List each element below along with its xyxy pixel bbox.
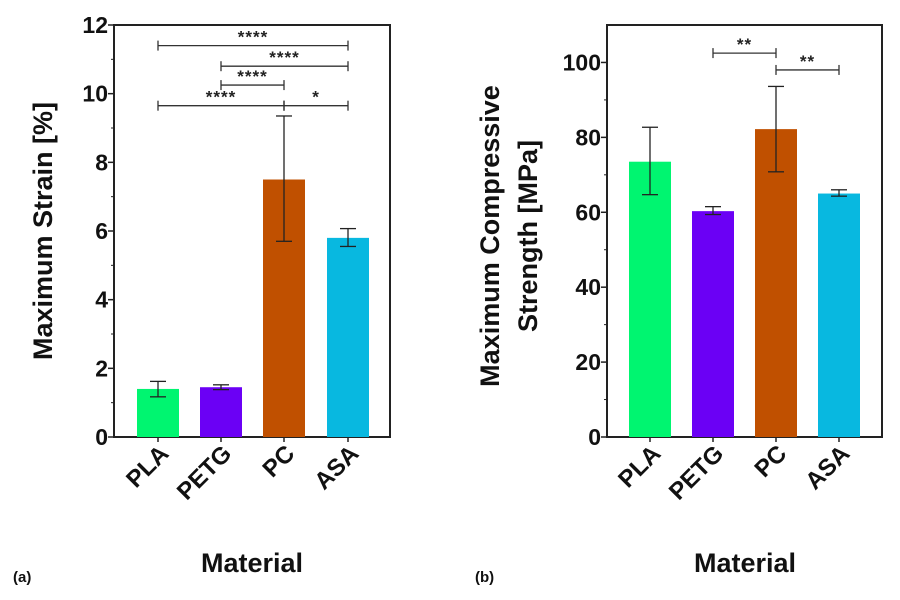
bar-asa — [818, 193, 860, 437]
x-axis-label: Material — [694, 548, 796, 578]
bar-pc — [755, 129, 797, 437]
compressive-strength-chart: Maximum Compressive Strength [MPa] Mater… — [475, 24, 883, 586]
bar-pla — [629, 161, 671, 437]
significance-label: * — [312, 88, 320, 107]
y-axis-label: Maximum Strain [%] — [28, 102, 58, 360]
y-axis-label-line-2: Strength [MPa] — [513, 140, 543, 332]
panel-label: (a) — [13, 569, 31, 586]
y-tick-label: 20 — [575, 349, 601, 375]
y-tick-label: 0 — [95, 424, 108, 450]
plot-frame — [606, 24, 883, 438]
x-tick-label: PC — [750, 440, 793, 483]
panel-label: (b) — [475, 569, 494, 586]
y-axis-label-line-1: Maximum Compressive — [475, 85, 505, 387]
x-tick-label: PETG — [664, 440, 729, 505]
y-tick-label: 4 — [95, 287, 108, 313]
bar-asa — [327, 237, 369, 437]
significance-label: **** — [269, 48, 299, 67]
significance-label: ** — [737, 35, 752, 54]
significance-label: **** — [206, 88, 236, 107]
y-tick-label: 80 — [575, 124, 601, 150]
x-tick-label: PLA — [121, 440, 174, 493]
y-tick-label: 10 — [82, 81, 108, 107]
y-tick-label: 2 — [95, 355, 108, 381]
y-tick-label: 100 — [563, 49, 601, 75]
bar-petg — [692, 211, 734, 437]
x-tick-label: ASA — [309, 440, 364, 495]
y-tick-label: 12 — [82, 12, 108, 38]
y-tick-label: 0 — [588, 424, 601, 450]
significance-label: ** — [800, 52, 815, 71]
y-tick-label: 6 — [95, 218, 108, 244]
bar-petg — [200, 387, 242, 437]
x-tick-label: PLA — [613, 440, 666, 493]
significance-label: **** — [237, 67, 267, 86]
x-axis-label: Material — [201, 548, 303, 578]
x-tick-label: PC — [258, 440, 301, 483]
y-tick-label: 40 — [575, 274, 601, 300]
x-tick-label: ASA — [800, 440, 855, 495]
y-tick-label: 60 — [575, 199, 601, 225]
significance-label: **** — [238, 28, 268, 47]
y-tick-label: 8 — [95, 149, 108, 175]
x-tick-label: PETG — [172, 440, 237, 505]
